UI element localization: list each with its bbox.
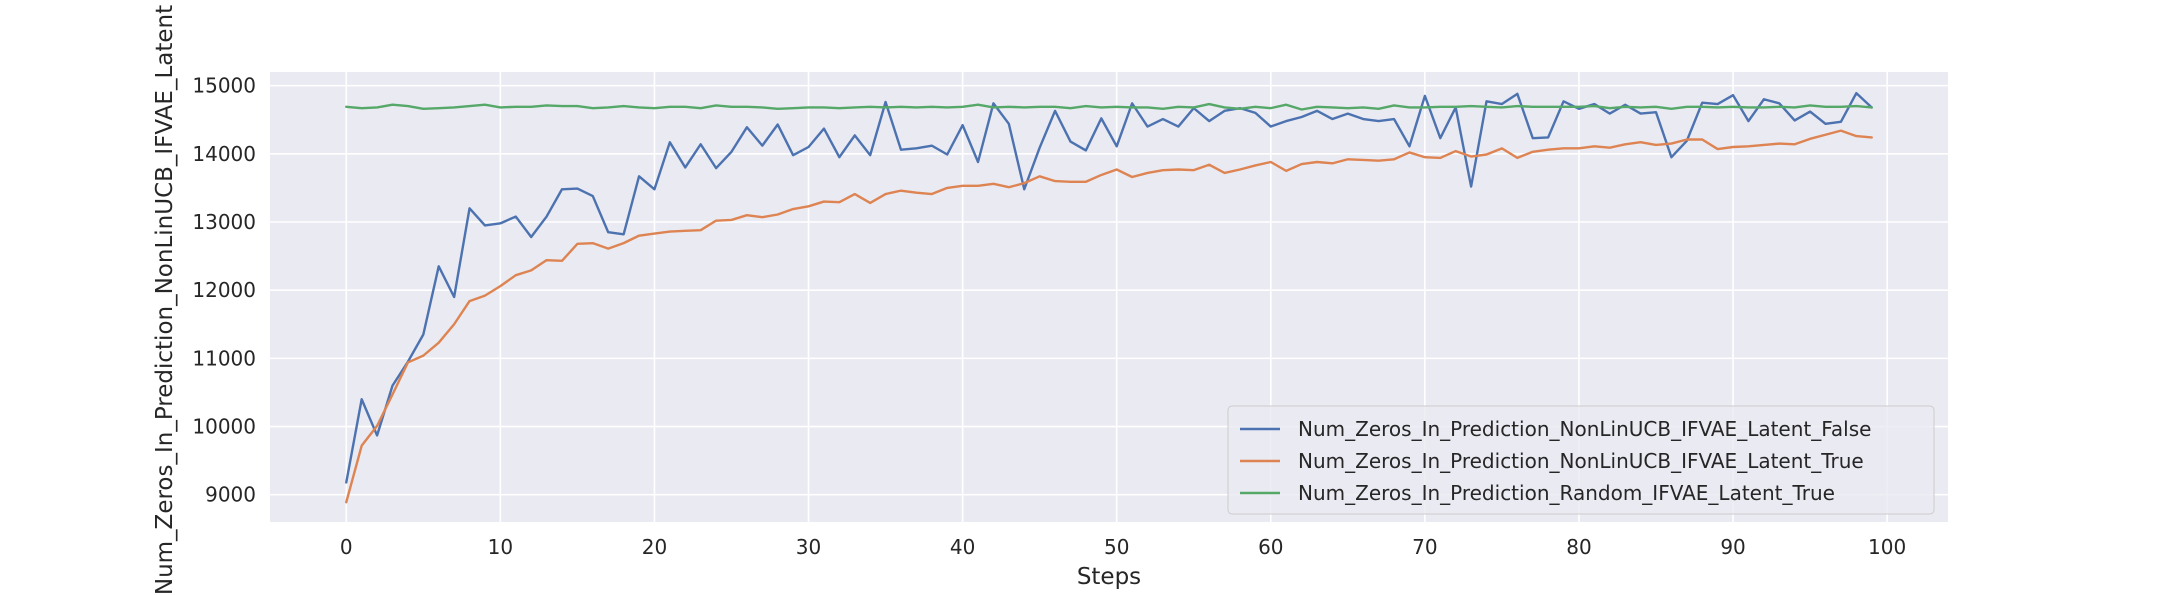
- legend-label-1: Num_Zeros_In_Prediction_NonLinUCB_IFVAE_…: [1298, 417, 1871, 441]
- y-tick-label: 12000: [192, 278, 256, 302]
- y-tick-label: 10000: [192, 415, 256, 439]
- y-tick-label: 11000: [192, 346, 256, 370]
- x-axis-label: Steps: [1077, 564, 1141, 590]
- x-tick-label: 50: [1104, 535, 1129, 559]
- x-tick-label: 30: [796, 535, 821, 559]
- x-tick-label: 0: [340, 535, 353, 559]
- x-tick-label: 80: [1566, 535, 1591, 559]
- x-tick-label: 40: [950, 535, 975, 559]
- y-tick-labels: 9000 10000 11000 12000 13000 14000 15000: [192, 74, 256, 507]
- x-tick-label: 90: [1720, 535, 1745, 559]
- series-line-3: [345, 102, 1873, 111]
- x-tick-label: 60: [1258, 535, 1283, 559]
- legend-box: [1227, 405, 1935, 515]
- series-line-1: [345, 91, 1873, 484]
- legend: Num_Zeros_In_Prediction_NonLinUCB_IFVAE_…: [1227, 405, 1935, 515]
- y-tick-label: 13000: [192, 210, 256, 234]
- legend-label-2: Num_Zeros_In_Prediction_NonLinUCB_IFVAE_…: [1298, 449, 1864, 473]
- x-tick-label: 100: [1868, 535, 1906, 559]
- series-line-2: [345, 129, 1873, 504]
- y-tick-label: 9000: [205, 483, 256, 507]
- x-tick-label: 20: [642, 535, 667, 559]
- x-tick-labels: 0 10 20 30 40 50 60 70 80 90 100: [340, 535, 1906, 559]
- x-tick-label: 10: [488, 535, 513, 559]
- y-tick-label: 14000: [192, 142, 256, 166]
- y-axis-label: Num_Zeros_In_Prediction_NonLinUCB_IFVAE_…: [152, 5, 178, 595]
- legend-label-3: Num_Zeros_In_Prediction_Random_IFVAE_Lat…: [1298, 481, 1835, 505]
- y-tick-label: 15000: [192, 74, 256, 98]
- series-layer: [345, 91, 1873, 504]
- x-tick-label: 70: [1412, 535, 1437, 559]
